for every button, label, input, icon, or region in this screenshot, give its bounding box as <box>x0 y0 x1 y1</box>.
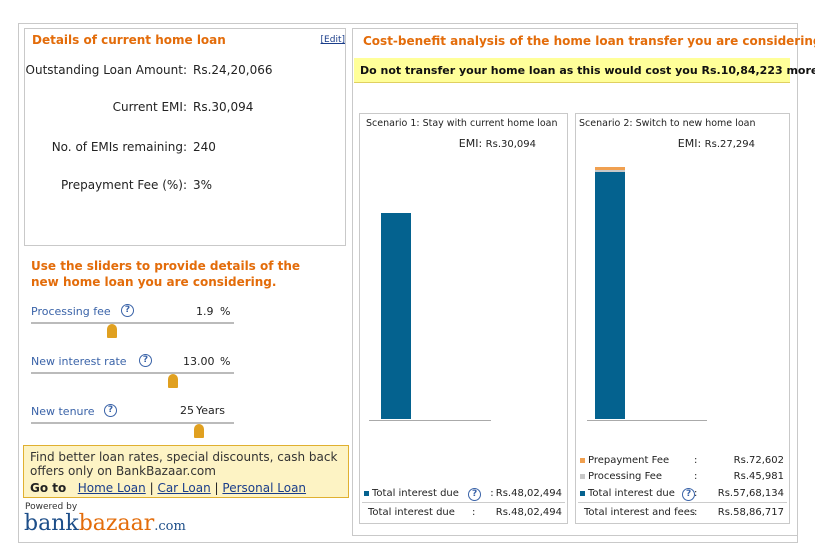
current-loan-panel: Details of current home loan [Edit] Outs… <box>24 28 346 246</box>
tenure-label: New tenure <box>31 405 95 418</box>
bankbazaar-logo: bankbazaar.com <box>24 511 186 536</box>
tenure-track[interactable] <box>31 422 234 424</box>
scenario1-emi-value: Rs.30,094 <box>485 139 536 150</box>
bar-total-interest-due <box>381 213 411 419</box>
bar-total-interest-due <box>595 172 625 419</box>
help-icon[interactable]: ? <box>682 488 696 501</box>
car-loan-link[interactable]: Car Loan <box>157 481 211 495</box>
scenario2-total-row: Total interest and fees : Rs.58,86,717 <box>584 507 786 518</box>
interest-rate-value: 13.00 <box>183 355 215 368</box>
legend-value: Rs.48,02,494 <box>495 488 562 499</box>
prepayment-fee-value: 3% <box>193 178 213 192</box>
scenario2-chart-baseline <box>587 420 707 421</box>
link-separator: | <box>149 481 154 495</box>
interest-rate-thumb[interactable] <box>168 374 179 388</box>
legend-label: Prepayment Fee <box>588 455 670 466</box>
scenario2-legend-processing: Processing Fee : Rs.45,981 <box>580 471 786 482</box>
home-loan-link[interactable]: Home Loan <box>77 481 146 495</box>
total-label: Total interest due <box>368 507 455 518</box>
current-emi-label: Current EMI: <box>112 100 187 114</box>
current-emi-value: Rs.30,094 <box>193 100 254 114</box>
legend-label: Total interest due <box>588 488 675 499</box>
legend-swatch <box>580 457 585 463</box>
scenario1-legend-interest: Total interest due ? : Rs.48,02,494 <box>364 488 564 501</box>
processing-fee-track[interactable] <box>31 322 234 324</box>
recommendation-banner: Do not transfer your home loan as this w… <box>354 58 815 83</box>
promo-text: Find better loan rates, special discount… <box>30 450 338 478</box>
emis-remaining-label: No. of EMIs remaining: <box>51 140 187 154</box>
scenario2-title: Scenario 2: Switch to new home loan <box>579 118 756 129</box>
legend-swatch <box>580 490 585 496</box>
interest-rate-unit: % <box>220 355 231 368</box>
prepayment-fee-label: Prepayment Fee (%): <box>61 178 187 192</box>
legend-value: Rs.45,981 <box>733 471 784 482</box>
processing-fee-unit: % <box>220 305 231 318</box>
processing-fee-label: Processing fee <box>31 305 111 318</box>
bar-prepayment-fee <box>595 167 625 171</box>
scenario1-chart-baseline <box>369 420 491 421</box>
scenario1-emi: EMI: Rs.30,094 <box>459 137 536 150</box>
help-icon[interactable]: ? <box>139 354 152 367</box>
total-value: Rs.48,02,494 <box>495 507 562 518</box>
promo-box: Find better loan rates, special discount… <box>23 445 349 498</box>
scenario2-legend-interest: Total interest due ? : Rs.57,68,134 <box>580 488 786 501</box>
logo-bazaar: bazaar <box>78 511 155 536</box>
scenario2-emi-label: EMI: <box>677 137 702 150</box>
legend-label: Total interest due <box>372 488 459 499</box>
total-label: Total interest and fees <box>584 507 696 518</box>
logo-com: .com <box>154 519 186 534</box>
current-loan-title: Details of current home loan <box>32 33 226 47</box>
help-icon[interactable]: ? <box>468 488 482 501</box>
total-value: Rs.58,86,717 <box>717 507 784 518</box>
sliders-title: Use the sliders to provide details of th… <box>31 259 301 289</box>
edit-link[interactable]: [Edit] <box>320 35 345 45</box>
legend-swatch <box>364 490 369 496</box>
analysis-title: Cost-benefit analysis of the home loan t… <box>363 34 815 48</box>
tenure-unit: Years <box>196 404 226 417</box>
bar-processing-fee <box>595 170 625 173</box>
legend-value: Rs.57,68,134 <box>717 488 784 499</box>
logo-bank: bank <box>24 511 79 536</box>
legend-label: Processing Fee <box>588 471 663 482</box>
legend-sep: : <box>490 488 494 499</box>
scenario1-total-divider <box>362 502 565 503</box>
scenario1-emi-label: EMI: <box>458 137 483 150</box>
processing-fee-label-text: Processing fee <box>31 305 111 318</box>
legend-value: Rs.72,602 <box>733 455 784 466</box>
help-icon[interactable]: ? <box>104 404 117 417</box>
promo-links-row: Go to Home Loan | Car Loan | Personal Lo… <box>30 481 306 495</box>
interest-rate-label: New interest rate <box>31 355 127 368</box>
scenario2-total-divider <box>578 502 787 503</box>
tenure-thumb[interactable] <box>194 424 205 438</box>
total-sep: : <box>694 507 698 518</box>
legend-sep: : <box>694 455 698 466</box>
tenure-value: 25 <box>180 404 194 417</box>
legend-sep: : <box>694 471 698 482</box>
legend-swatch <box>580 473 585 479</box>
processing-fee-thumb[interactable] <box>107 324 118 338</box>
emis-remaining-value: 240 <box>193 140 216 154</box>
scenario2-emi-value: Rs.27,294 <box>704 139 755 150</box>
interest-rate-track[interactable] <box>31 372 234 374</box>
powered-by-label: Powered by <box>25 502 78 512</box>
legend-sep: : <box>694 488 698 499</box>
goto-label: Go to <box>30 481 67 495</box>
recommendation-text: Do not transfer your home loan as this w… <box>360 64 815 77</box>
total-sep: : <box>472 507 476 518</box>
scenario2-emi: EMI: Rs.27,294 <box>678 137 755 150</box>
scenario1-title: Scenario 1: Stay with current home loan <box>366 118 558 129</box>
help-icon[interactable]: ? <box>121 304 134 317</box>
outstanding-value: Rs.24,20,066 <box>193 63 273 77</box>
scenario2-legend-prepayment: Prepayment Fee : Rs.72,602 <box>580 455 786 466</box>
processing-fee-value: 1.9 <box>196 305 214 318</box>
personal-loan-link[interactable]: Personal Loan <box>222 481 307 495</box>
outstanding-label: Outstanding Loan Amount: <box>25 63 187 77</box>
link-separator: | <box>214 481 219 495</box>
scenario1-total-row: Total interest due : Rs.48,02,494 <box>368 507 564 518</box>
